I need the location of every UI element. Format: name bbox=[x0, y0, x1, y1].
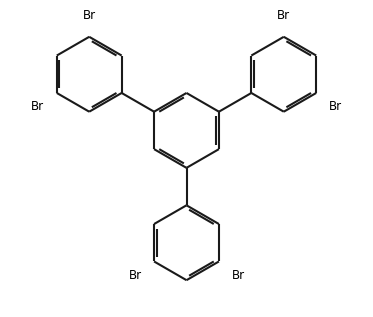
Text: Br: Br bbox=[31, 100, 44, 113]
Text: Br: Br bbox=[83, 9, 96, 23]
Text: Br: Br bbox=[128, 269, 141, 282]
Text: Br: Br bbox=[329, 100, 342, 113]
Text: Br: Br bbox=[232, 269, 245, 282]
Text: Br: Br bbox=[277, 9, 290, 23]
